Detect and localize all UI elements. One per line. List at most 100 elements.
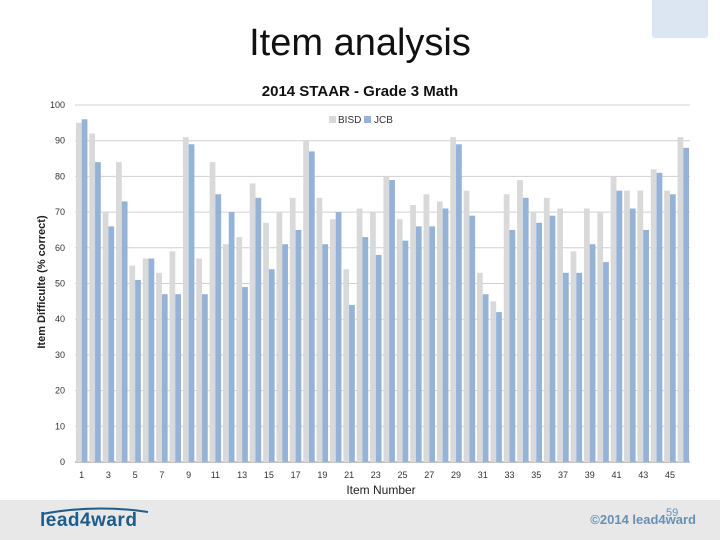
bar-jcb-item-36 — [549, 215, 556, 462]
copyright-text: ©2014 lead4ward — [590, 512, 696, 527]
x-tick-label: 5 — [133, 470, 138, 480]
bar-jcb-item-12 — [228, 212, 235, 462]
bar-jcb-item-24 — [389, 179, 395, 462]
x-tick-label: 33 — [505, 470, 515, 480]
y-tick-label: 90 — [55, 136, 65, 146]
bar-bisd-item-7 — [156, 272, 162, 462]
legend: BISD JCB — [329, 115, 393, 126]
x-tick-label: 37 — [558, 470, 568, 480]
bar-jcb-item-21 — [349, 304, 355, 462]
x-tick-label: 45 — [665, 470, 675, 480]
bar-bisd-item-34 — [517, 179, 523, 462]
bar-jcb-item-34 — [522, 197, 529, 462]
y-tick-label: 20 — [55, 386, 65, 396]
bar-jcb-item-32 — [496, 312, 502, 462]
x-tick-label: 27 — [424, 470, 434, 480]
bar-bisd-item-39 — [583, 208, 590, 462]
bar-jcb-item-27 — [429, 226, 436, 462]
bar-jcb-item-18 — [308, 151, 315, 462]
bar-bisd-item-33 — [503, 194, 510, 462]
bar-bisd-item-20 — [329, 219, 336, 462]
bar-jcb-item-2 — [95, 162, 101, 462]
bar-bisd-item-22 — [356, 208, 363, 462]
bar-bisd-item-11 — [209, 162, 216, 462]
y-tick-label: 50 — [55, 279, 65, 289]
bar-bisd-item-31 — [477, 272, 483, 462]
bar-bisd-item-27 — [423, 194, 430, 462]
bar-jcb-item-30 — [469, 215, 476, 462]
y-tick-label: 60 — [55, 243, 65, 253]
bar-jcb-item-5 — [135, 279, 141, 462]
bar-bisd-item-25 — [396, 219, 403, 462]
bar-bisd-item-37 — [557, 208, 563, 462]
x-tick-label: 9 — [186, 470, 191, 480]
x-tick-label: 13 — [237, 470, 247, 480]
bar-bisd-item-28 — [436, 201, 443, 462]
bar-bisd-item-9 — [182, 137, 189, 462]
bar-bisd-item-19 — [316, 197, 323, 462]
footer-bar: lead4ward ©2014 lead4ward — [0, 500, 720, 540]
x-tick-label: 25 — [398, 470, 408, 480]
y-tick-label: 70 — [55, 207, 65, 217]
bar-jcb-item-41 — [616, 190, 623, 462]
y-tick-label: 100 — [50, 100, 65, 110]
x-tick-label: 39 — [585, 470, 595, 480]
bar-bisd-item-17 — [289, 197, 296, 462]
bar-bisd-item-4 — [116, 162, 122, 462]
bar-jcb-item-17 — [295, 229, 302, 462]
legend-label-jcb: JCB — [374, 115, 393, 126]
legend-label-bisd: BISD — [338, 115, 361, 126]
bar-jcb-item-45 — [669, 194, 676, 462]
bar-bisd-item-46 — [677, 137, 684, 462]
logo-swoosh-icon — [41, 507, 149, 515]
legend-swatch-bisd — [329, 116, 336, 123]
bar-jcb-item-20 — [335, 212, 342, 462]
bar-jcb-item-38 — [576, 272, 583, 462]
bar-bisd-item-21 — [343, 269, 350, 462]
x-tick-label: 17 — [291, 470, 301, 480]
bar-jcb-item-3 — [108, 226, 115, 462]
x-tick-label: 41 — [611, 470, 621, 480]
brand-logo: lead4ward — [40, 510, 138, 531]
bar-bisd-item-3 — [102, 212, 109, 462]
bar-bisd-item-14 — [249, 183, 256, 462]
y-tick-label: 80 — [55, 171, 65, 181]
y-axis-label: Item Difficulte (% correct) — [36, 215, 48, 349]
bar-jcb-item-14 — [255, 197, 262, 462]
bar-jcb-item-19 — [322, 244, 329, 462]
bar-jcb-item-22 — [362, 237, 369, 462]
bar-bisd-item-32 — [490, 301, 497, 462]
bar-jcb-item-33 — [509, 229, 516, 462]
x-tick-label: 7 — [159, 470, 164, 480]
bar-jcb-item-10 — [202, 294, 208, 462]
bar-jcb-item-11 — [215, 194, 222, 462]
bar-jcb-item-1 — [81, 119, 88, 462]
y-tick-label: 40 — [55, 314, 65, 324]
bar-bisd-item-29 — [450, 137, 457, 462]
bar-jcb-item-39 — [589, 244, 596, 462]
bar-bisd-item-43 — [637, 190, 644, 462]
bar-bisd-item-15 — [263, 222, 269, 462]
bar-jcb-item-16 — [282, 244, 288, 462]
bar-bisd-item-35 — [530, 212, 537, 462]
bar-bisd-item-42 — [624, 190, 630, 462]
y-tick-label: 0 — [60, 457, 65, 467]
bar-jcb-item-35 — [536, 222, 542, 462]
bar-jcb-item-46 — [683, 147, 690, 462]
x-tick-label: 29 — [451, 470, 461, 480]
corner-decoration — [652, 0, 708, 38]
x-tick-label: 23 — [371, 470, 381, 480]
bar-bisd-item-26 — [410, 204, 416, 462]
bar-jcb-item-7 — [161, 294, 168, 462]
bar-bisd-item-6 — [142, 258, 149, 462]
bar-jcb-item-26 — [415, 226, 422, 462]
bar-bisd-item-13 — [236, 237, 243, 462]
bar-bisd-item-30 — [463, 190, 470, 462]
y-tick-label: 10 — [55, 421, 65, 431]
bar-bisd-item-40 — [597, 212, 604, 462]
bar-jcb-item-23 — [375, 254, 382, 462]
bar-jcb-item-8 — [175, 294, 182, 462]
page-number: 59 — [666, 507, 679, 519]
bar-jcb-item-43 — [643, 229, 649, 462]
x-axis-label: Item Number — [346, 483, 415, 497]
